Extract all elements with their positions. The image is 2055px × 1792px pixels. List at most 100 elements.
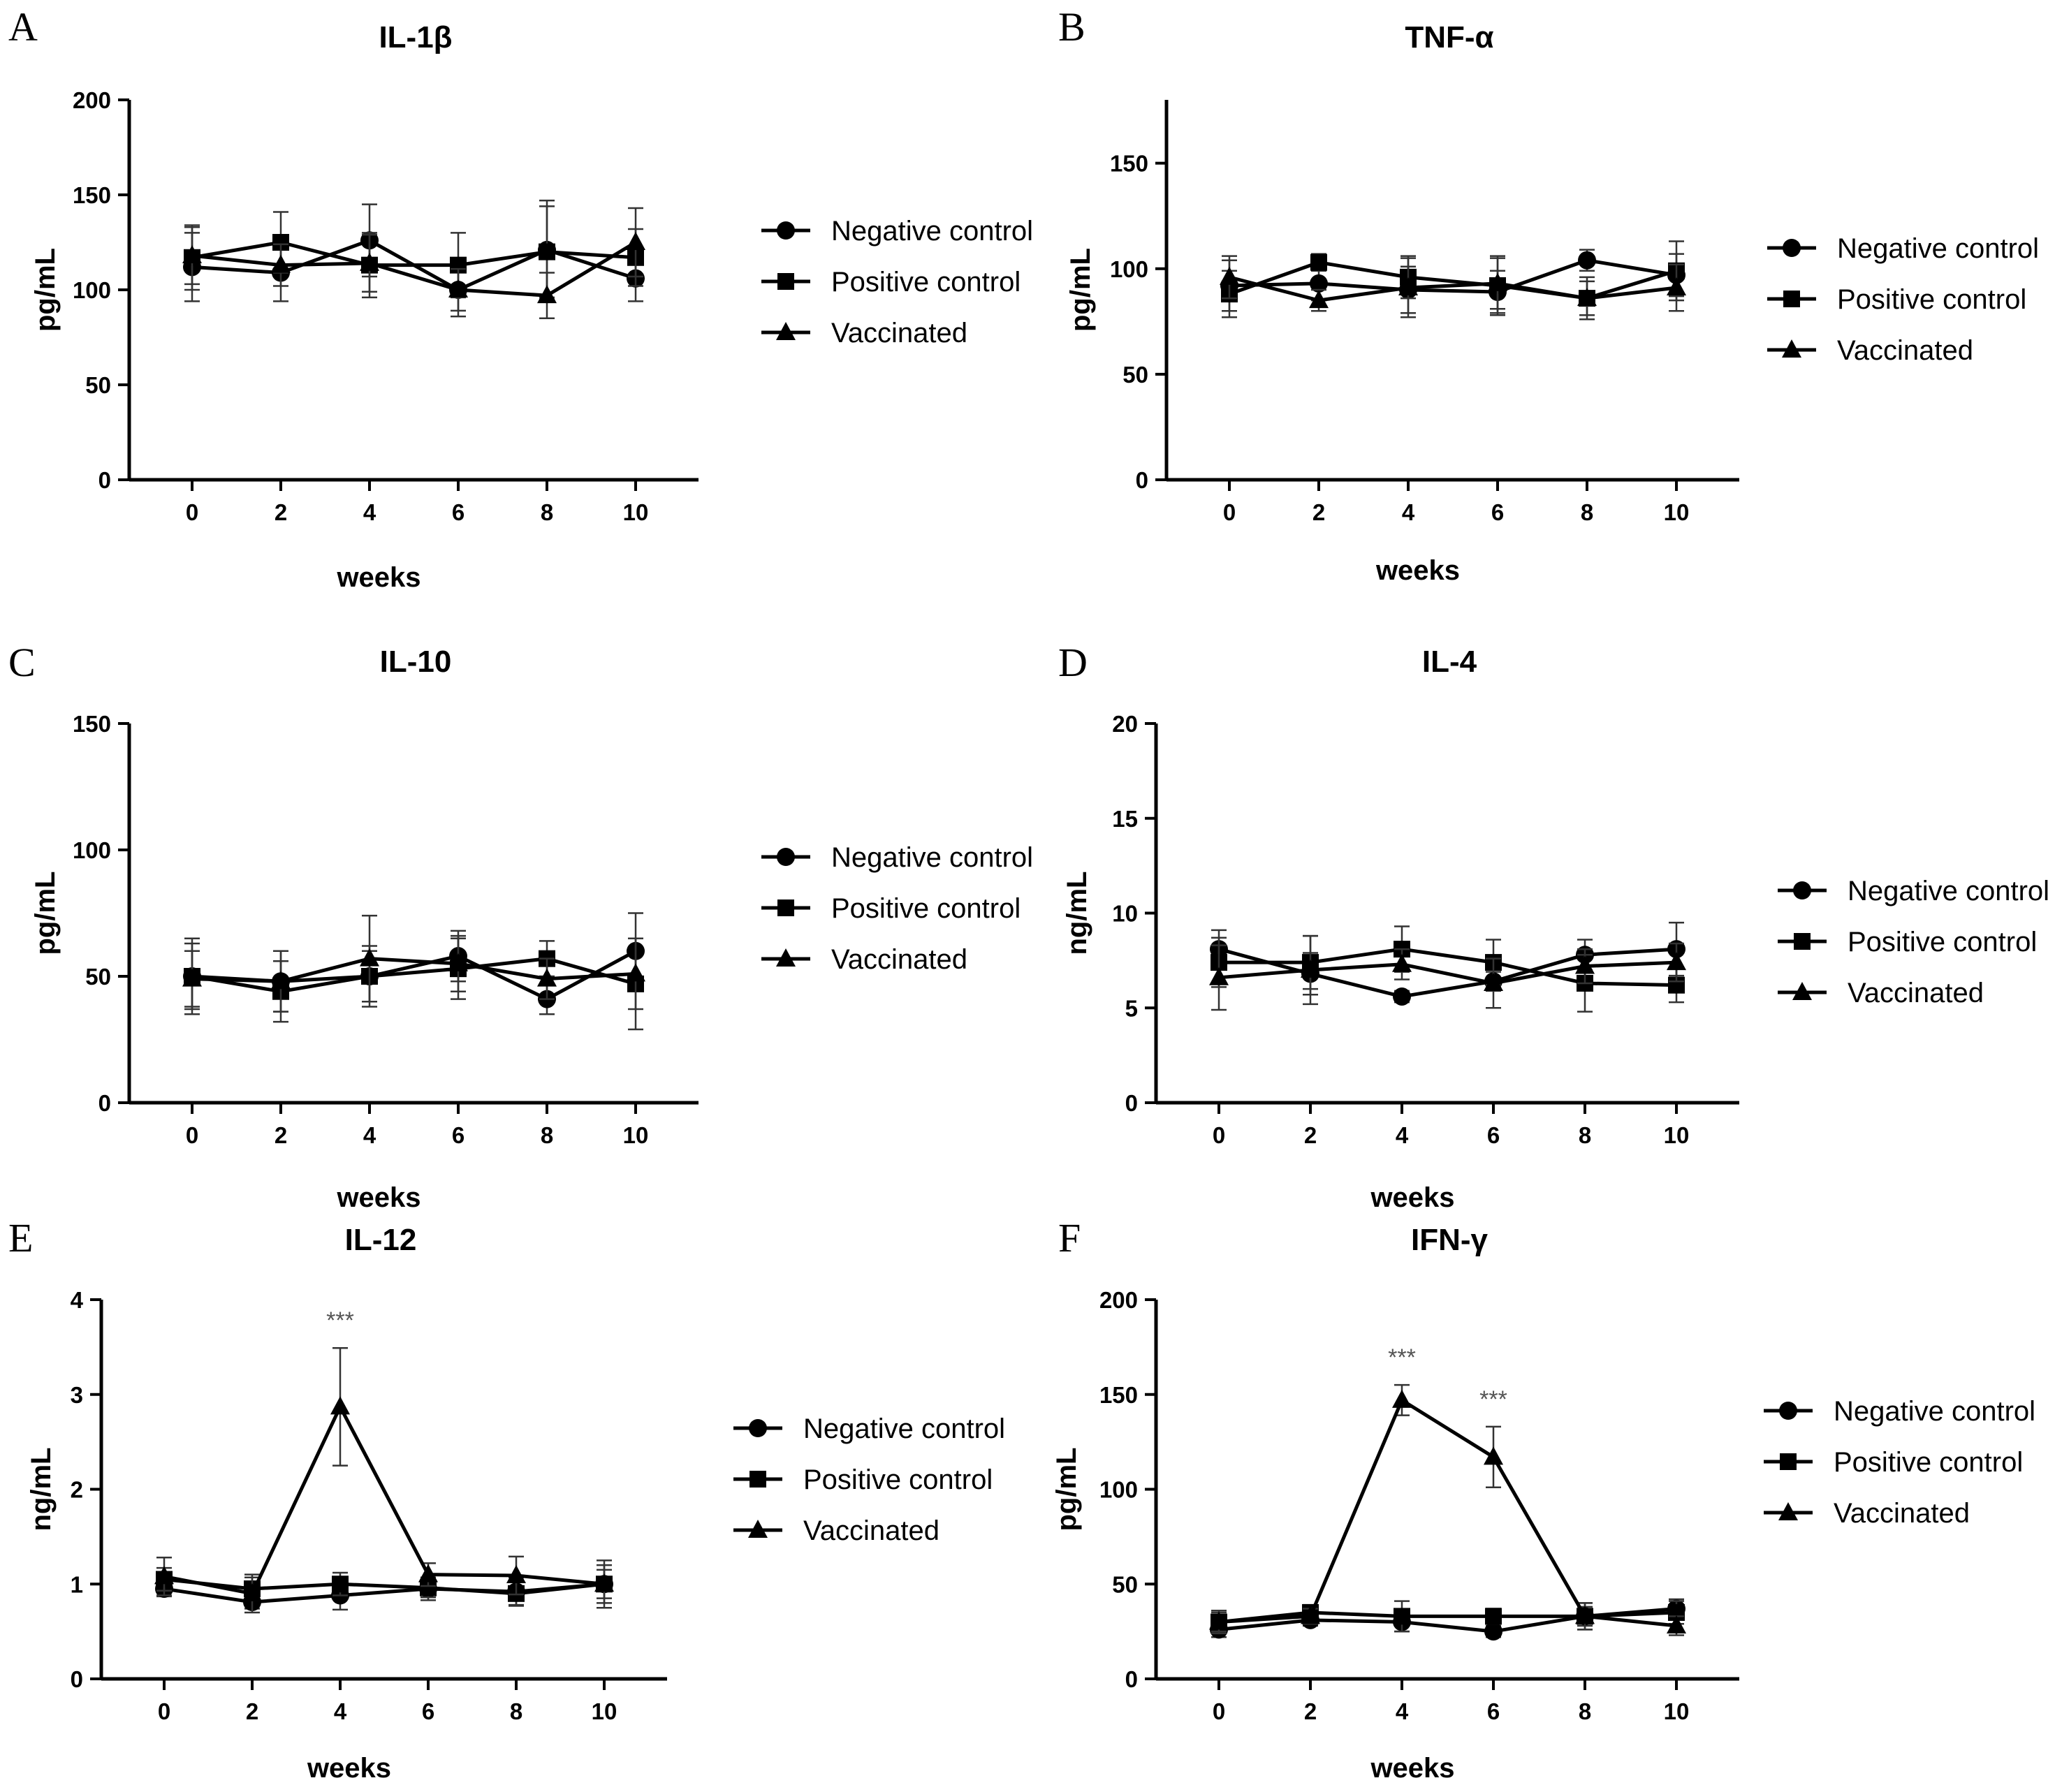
y-tick-label: 100: [1099, 1477, 1138, 1503]
series-line: [191, 240, 636, 267]
legend-marker: [777, 221, 795, 240]
x-tick-label: 8: [510, 1698, 522, 1724]
data-point: [1488, 272, 1507, 291]
legend-marker: [748, 1520, 768, 1538]
y-tick-label: 150: [73, 711, 111, 737]
legend-label: Negative control: [1848, 876, 2049, 906]
legend-label: Positive control: [831, 893, 1021, 924]
chart-panel-a: A IL-1β 0 50 100 150 200 0 2 4 6 8 10 weeks pg/mL Negat…: [8, 4, 1033, 593]
legend-marker: [1779, 1402, 1797, 1420]
legend: Negative control Positive control Vaccinat…: [1778, 876, 2049, 1008]
panel-letter: E: [8, 1215, 33, 1261]
x-tick-label: 0: [186, 1122, 198, 1148]
chart-panel-c: C IL-10 0 50 100 150 0 2 4 6 8 10 weeks pg/mL Negative…: [8, 640, 1033, 1213]
data-point: [1209, 1611, 1229, 1630]
y-tick-label: 200: [73, 87, 111, 113]
x-tick-label: 8: [541, 499, 553, 525]
y-tick-label: 20: [1112, 711, 1138, 737]
data-point: [1667, 952, 1686, 971]
data-point: [626, 232, 645, 250]
y-tick-label: 4: [71, 1287, 84, 1313]
x-tick-label: 2: [275, 499, 287, 525]
chart-title: TNF-α: [1405, 20, 1493, 54]
data-point: [271, 971, 291, 990]
legend-marker: [777, 273, 794, 290]
chart-title: IL-12: [345, 1223, 417, 1257]
data-point: [1398, 277, 1418, 295]
x-tick-label: 4: [1402, 499, 1415, 525]
y-tick-label: 0: [1125, 1090, 1138, 1116]
y-axis-title: pg/mL: [1065, 248, 1096, 332]
x-axis-title: weeks: [1370, 1753, 1454, 1784]
data-point: [537, 968, 557, 987]
legend-label: Vaccinated: [1837, 335, 1973, 366]
legend-marker: [1778, 1502, 1798, 1520]
data-point: [330, 1396, 350, 1415]
data-point: [626, 963, 645, 982]
panel-letter: B: [1058, 4, 1085, 50]
data-point: [594, 1573, 614, 1592]
data-point: [506, 1565, 526, 1584]
legend-marker: [1792, 982, 1812, 1000]
data-point: [1393, 987, 1411, 1006]
legend-marker: [777, 848, 795, 866]
series-line: [191, 957, 636, 983]
y-tick-label: 1: [71, 1571, 83, 1597]
x-tick-label: 0: [186, 499, 198, 525]
data-point: [1220, 266, 1239, 285]
x-axis-title: weeks: [307, 1753, 391, 1784]
legend-label: Positive control: [1834, 1447, 2023, 1478]
legend: Negative control Positive control Vaccinat…: [733, 1413, 1005, 1546]
y-tick-label: 150: [1099, 1382, 1138, 1408]
y-tick-label: 15: [1112, 806, 1138, 832]
data-point: [1301, 959, 1320, 978]
y-tick-label: 100: [73, 277, 111, 303]
series-line: [163, 1577, 605, 1596]
chart-title: IL-4: [1422, 645, 1477, 679]
y-tick-label: 0: [98, 467, 111, 493]
y-tick-label: 100: [1110, 256, 1148, 282]
series-line: [1218, 960, 1677, 985]
x-tick-label: 10: [592, 1698, 617, 1724]
y-axis-title: pg/mL: [30, 872, 61, 955]
legend: Negative control Positive control Vaccinat…: [761, 216, 1033, 348]
data-point: [271, 254, 291, 273]
panel-letter: F: [1058, 1215, 1081, 1261]
series-vaccinated: [182, 207, 645, 320]
series-line: [1229, 275, 1677, 302]
legend-label: Vaccinated: [803, 1515, 939, 1546]
y-tick-label: 2: [71, 1477, 83, 1503]
data-point: [448, 279, 468, 298]
x-tick-label: 4: [363, 1122, 376, 1148]
legend-label: Negative control: [831, 216, 1033, 247]
x-tick-label: 0: [158, 1698, 170, 1724]
x-axis-title: weeks: [1370, 1182, 1454, 1213]
data-point: [1577, 288, 1597, 307]
legend-label: Positive control: [1848, 927, 2037, 957]
series-positive-control: [184, 205, 644, 299]
x-tick-label: 6: [1491, 499, 1504, 525]
data-point: [242, 1582, 262, 1601]
data-point: [1392, 1389, 1412, 1408]
y-tick-label: 0: [71, 1666, 83, 1692]
y-tick-label: 50: [85, 964, 111, 990]
x-tick-label: 8: [1581, 499, 1593, 525]
x-tick-label: 10: [1664, 1698, 1690, 1724]
legend-label: Positive control: [831, 267, 1021, 298]
legend-label: Positive control: [803, 1464, 993, 1495]
y-tick-label: 50: [85, 372, 111, 398]
significance-label: ***: [1479, 1386, 1507, 1413]
x-tick-label: 2: [1312, 499, 1325, 525]
data-point: [1485, 1608, 1502, 1625]
legend-label: Vaccinated: [831, 944, 967, 975]
x-tick-label: 10: [1664, 499, 1690, 525]
panel-letter: A: [8, 4, 38, 50]
x-tick-label: 2: [275, 1122, 287, 1148]
legend-marker: [1793, 881, 1811, 899]
legend-label: Positive control: [1837, 284, 2026, 315]
y-tick-label: 10: [1112, 901, 1138, 927]
data-point: [360, 948, 379, 967]
legend-label: Negative control: [1834, 1396, 2035, 1427]
series-line: [1229, 260, 1677, 300]
